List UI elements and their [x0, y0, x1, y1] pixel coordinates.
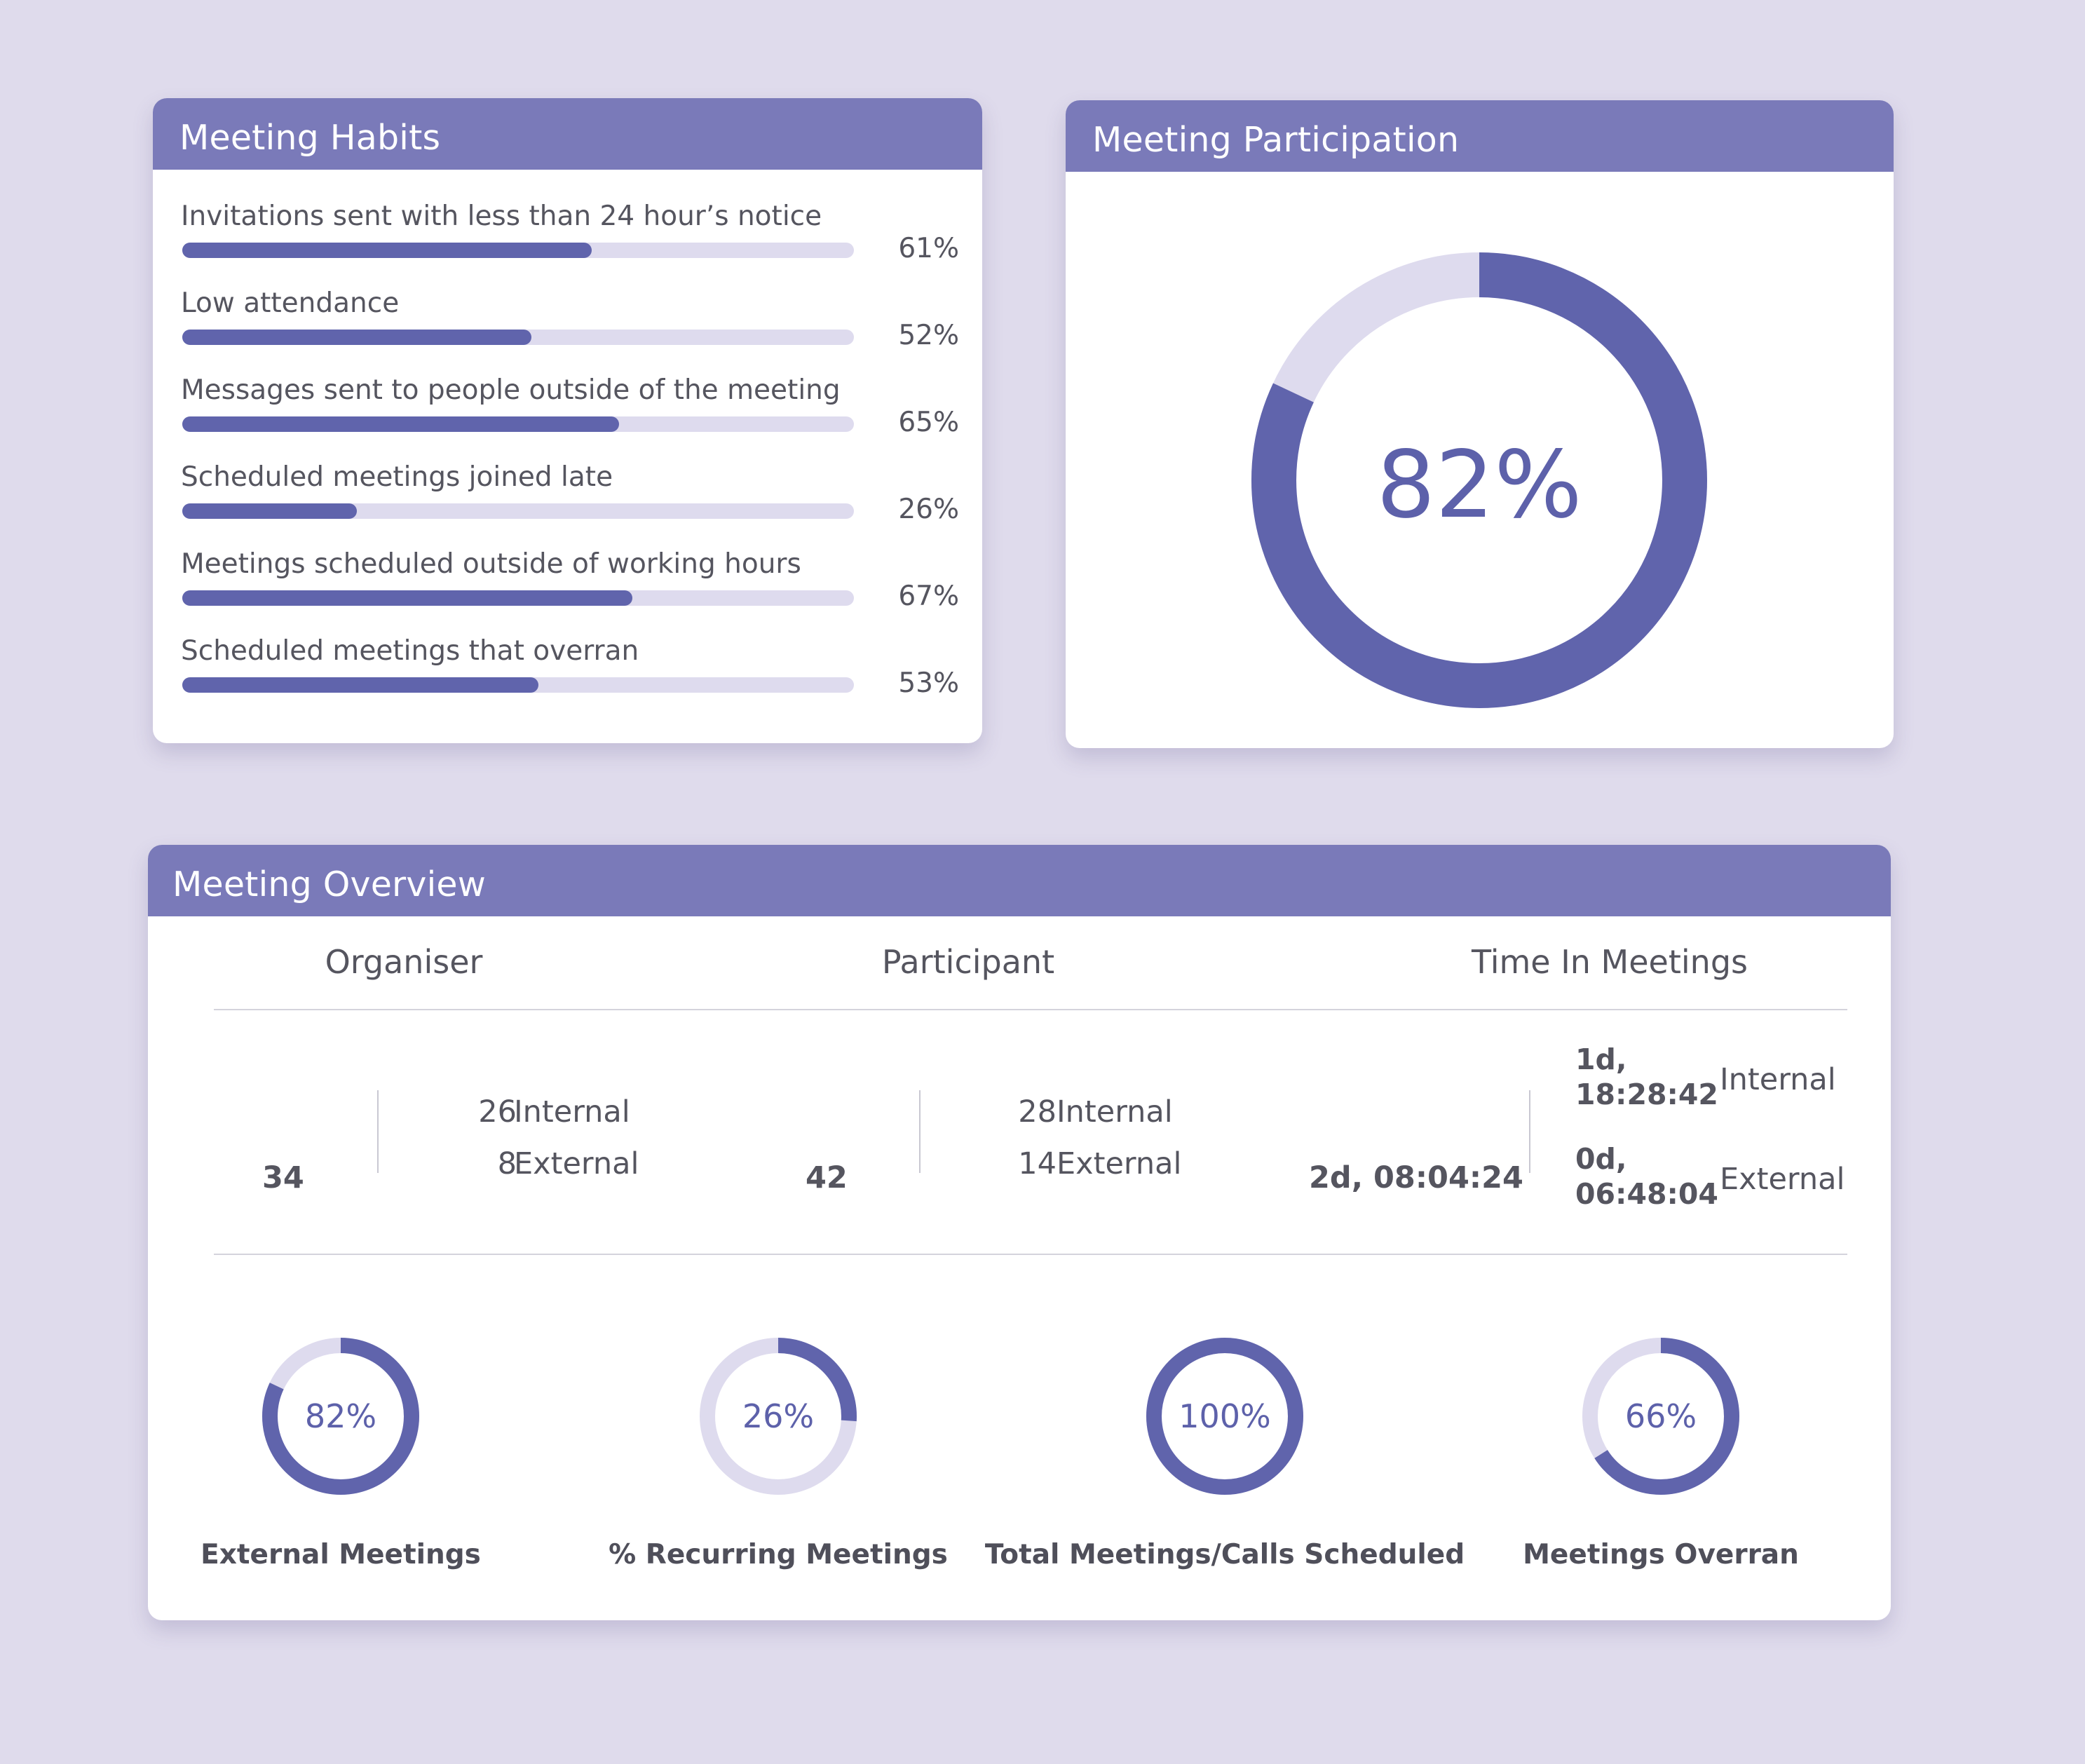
external-meetings-donut: 82%	[262, 1338, 419, 1495]
habit-value: 26%	[898, 494, 959, 525]
donut-arc	[1146, 1338, 1303, 1495]
participation-donut-arc	[1251, 252, 1707, 708]
participation-donut-chart: 82%	[1251, 252, 1707, 708]
habit-label: Messages sent to people outside of the m…	[181, 374, 841, 406]
habit-row: Messages sent to people outside of the m…	[181, 374, 959, 461]
organiser-internal-label: Internal	[514, 1094, 630, 1129]
habit-label: Scheduled meetings that overran	[181, 635, 639, 667]
column-header-organiser: Organiser	[325, 943, 483, 981]
donut-label-recurring-meetings: % Recurring Meetings	[609, 1539, 948, 1570]
habit-value: 61%	[898, 233, 959, 264]
time-external-hours: 06:48:04	[1575, 1177, 1718, 1211]
habit-progress-track	[182, 416, 854, 432]
habit-progress-fill	[182, 243, 592, 258]
habit-label: Invitations sent with less than 24 hour’…	[181, 201, 822, 232]
donut-arc	[1582, 1338, 1739, 1495]
habit-row: Meetings scheduled outside of working ho…	[181, 548, 959, 635]
organiser-external-count: 8	[497, 1146, 517, 1181]
habit-value: 53%	[898, 667, 959, 699]
time-external-days: 0d,	[1575, 1142, 1627, 1176]
donut-label-meetings-overran: Meetings Overran	[1523, 1539, 1799, 1570]
habit-progress-track	[182, 590, 854, 606]
habit-progress-fill	[182, 590, 632, 606]
habit-row: Scheduled meetings joined late 26%	[181, 461, 959, 548]
habit-progress-fill	[182, 503, 358, 519]
meeting-participation-card: Meeting Participation 82%	[1066, 100, 1894, 748]
habit-label: Scheduled meetings joined late	[181, 461, 613, 493]
participant-separator	[919, 1090, 921, 1173]
habit-progress-fill	[182, 677, 538, 693]
habit-progress-track	[182, 503, 854, 519]
meeting-habits-title: Meeting Habits	[153, 98, 982, 170]
donut-value: 66%	[1625, 1397, 1697, 1435]
meeting-overview-card: Meeting Overview Organiser Participant T…	[148, 845, 1891, 1620]
time-separator	[1529, 1090, 1530, 1173]
habit-progress-track	[182, 330, 854, 345]
organiser-internal-count: 26	[478, 1094, 517, 1129]
habit-label: Meetings scheduled outside of working ho…	[181, 548, 801, 580]
participant-internal-count: 28	[1018, 1094, 1057, 1129]
habit-progress-track	[182, 243, 854, 258]
organiser-separator	[377, 1090, 379, 1173]
meeting-habits-card: Meeting Habits Invitations sent with les…	[153, 98, 982, 743]
donut-value: 82%	[305, 1397, 376, 1435]
time-internal-days: 1d,	[1575, 1043, 1627, 1076]
meeting-overview-title: Meeting Overview	[148, 845, 1891, 916]
total-meetings-donut: 100%	[1146, 1338, 1303, 1495]
habit-row: Low attendance 52%	[181, 287, 959, 374]
participant-external-label: External	[1057, 1146, 1182, 1181]
participant-internal-label: Internal	[1057, 1094, 1173, 1129]
habit-progress-fill	[182, 330, 532, 345]
participant-external-count: 14	[1018, 1146, 1057, 1181]
habit-value: 65%	[898, 407, 959, 438]
habit-row: Scheduled meetings that overran 53%	[181, 635, 959, 722]
habit-progress-track	[182, 677, 854, 693]
time-internal-label: Internal	[1720, 1062, 1836, 1097]
donut-label-total-meetings: Total Meetings/Calls Scheduled	[984, 1539, 1465, 1570]
donut-value: 100%	[1179, 1397, 1271, 1435]
time-internal-hours: 18:28:42	[1575, 1078, 1718, 1111]
donut-value: 26%	[742, 1397, 814, 1435]
habit-progress-fill	[182, 416, 619, 432]
meeting-participation-title: Meeting Participation	[1066, 100, 1894, 172]
habit-row: Invitations sent with less than 24 hour’…	[181, 201, 959, 287]
participant-total: 42	[806, 1160, 848, 1195]
organiser-total: 34	[262, 1160, 304, 1195]
habit-value: 67%	[898, 581, 959, 612]
donut-label-external-meetings: External Meetings	[201, 1539, 481, 1570]
time-total: 2d, 08:04:24	[1309, 1160, 1523, 1195]
organiser-external-label: External	[514, 1146, 639, 1181]
participation-donut-value: 82%	[1376, 431, 1582, 539]
time-external-label: External	[1720, 1162, 1845, 1197]
donut-arc	[262, 1338, 419, 1495]
donut-arc	[700, 1338, 857, 1495]
habit-label: Low attendance	[181, 287, 400, 319]
column-header-time-in-meetings: Time In Meetings	[1472, 943, 1748, 981]
recurring-meetings-donut: 26%	[700, 1338, 857, 1495]
meetings-overran-donut: 66%	[1582, 1338, 1739, 1495]
column-header-participant: Participant	[881, 943, 1055, 981]
habit-value: 52%	[898, 320, 959, 351]
divider-bottom	[214, 1254, 1847, 1255]
divider-top	[214, 1009, 1847, 1010]
